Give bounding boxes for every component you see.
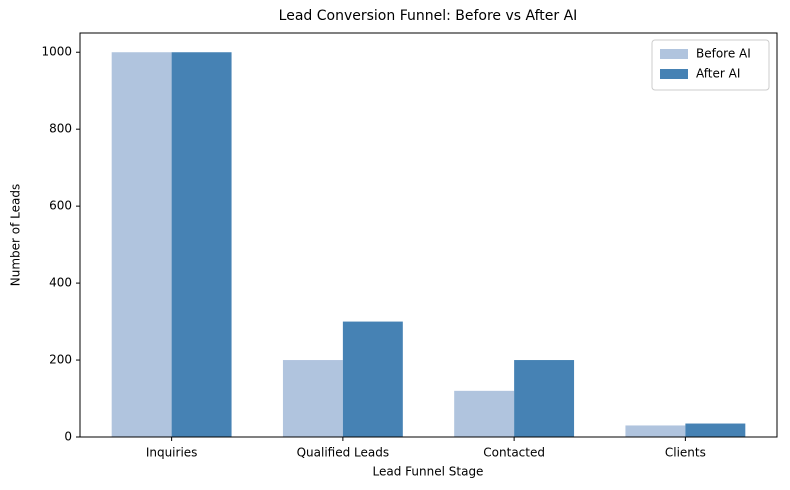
y-tick-label: 1000 [41,45,72,59]
x-tick-label: Inquiries [146,446,198,460]
x-axis-label: Lead Funnel Stage [373,465,484,479]
legend-swatch [660,49,688,59]
bar [171,52,232,437]
legend-label: After AI [696,67,740,81]
bar [342,321,403,437]
y-tick-label: 0 [64,430,72,444]
legend-swatch [660,69,688,79]
x-tick-label: Qualified Leads [297,446,390,460]
bar [111,52,172,437]
y-tick-label: 600 [49,199,72,213]
plot-frame [79,32,778,438]
x-tick-label: Clients [665,446,706,460]
bar [282,360,343,437]
y-tick-label: 800 [49,122,72,136]
bar [454,390,515,437]
y-axis-label: Number of Leads [9,184,23,286]
chart-title: Lead Conversion Funnel: Before vs After … [279,8,578,24]
bar [625,425,686,437]
bar [514,360,575,437]
y-tick-label: 200 [49,353,72,367]
bar [685,423,746,437]
x-tick-label: Contacted [483,446,545,460]
legend-label: Before AI [696,47,751,61]
y-tick-label: 400 [49,276,72,290]
